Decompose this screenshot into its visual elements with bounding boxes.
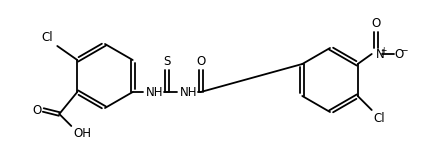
Text: NH: NH <box>145 85 163 98</box>
Text: O: O <box>196 55 206 67</box>
Text: S: S <box>163 55 171 67</box>
Text: +: + <box>380 46 386 55</box>
Text: O: O <box>32 103 41 116</box>
Text: −: − <box>400 46 408 55</box>
Text: Cl: Cl <box>42 30 53 43</box>
Text: O: O <box>372 16 381 30</box>
Text: N: N <box>376 48 385 61</box>
Text: Cl: Cl <box>374 112 385 125</box>
Text: NH: NH <box>179 85 197 98</box>
Text: OH: OH <box>73 127 91 140</box>
Text: O: O <box>394 48 404 61</box>
